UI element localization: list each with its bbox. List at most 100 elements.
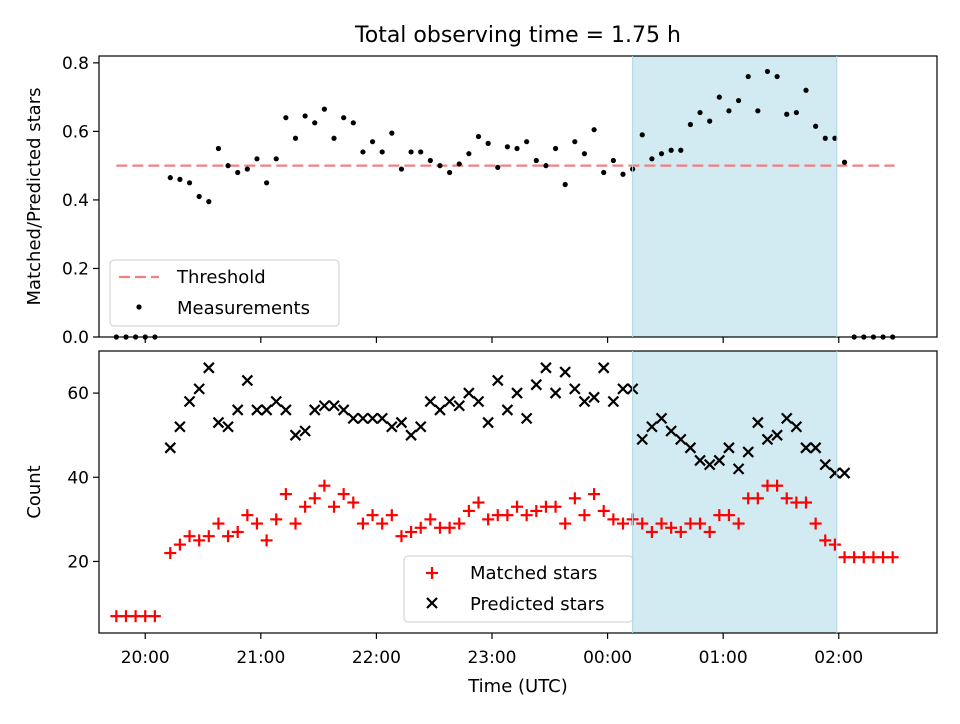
predicted-star-point <box>713 454 726 467</box>
matched-star-point <box>405 525 418 538</box>
matched-star-point <box>645 525 658 538</box>
measurement-point <box>177 176 183 182</box>
measurement-point <box>302 113 308 119</box>
matched-star-point <box>828 538 841 551</box>
predicted-star-point <box>280 404 292 416</box>
matched-star-point <box>588 488 601 501</box>
predicted-star-point <box>251 404 263 416</box>
matched-star-point <box>299 500 312 513</box>
predicted-star-point <box>463 387 475 399</box>
predicted-star-point <box>761 433 774 446</box>
measurement-point <box>649 156 655 162</box>
measurement-point <box>687 121 694 128</box>
measurement-point <box>485 140 491 146</box>
measurement-point <box>668 147 674 153</box>
matched-star-point <box>173 538 186 551</box>
x-tick-label: 00:00 <box>583 648 632 668</box>
predicted-star-point <box>434 404 446 416</box>
matched-star-point <box>366 509 379 522</box>
measurement-point <box>379 149 385 155</box>
predicted-star-point <box>405 429 417 441</box>
top-x-ticks <box>144 337 840 343</box>
measurement-point <box>581 151 588 157</box>
measurement-points <box>113 68 896 340</box>
matched-star-point <box>250 517 263 530</box>
measurement-point <box>601 169 607 176</box>
predicted-star-point <box>607 395 620 408</box>
matched-star-point <box>347 496 360 509</box>
measurement-point <box>312 120 318 126</box>
predicted-star-point <box>222 420 234 433</box>
measurement-point <box>244 166 250 172</box>
predicted-star-point <box>636 433 649 446</box>
measurement-point <box>658 151 665 157</box>
measurement-point <box>292 135 299 141</box>
measurement-point <box>841 159 848 165</box>
measurement-point <box>167 175 173 181</box>
matched-star-point <box>472 496 485 509</box>
predicted-star-point <box>386 420 398 433</box>
measurement-point <box>774 73 780 80</box>
predicted-star-point <box>646 420 658 433</box>
legend-matched-swatch <box>426 567 438 579</box>
matched-star-point <box>809 517 822 530</box>
matched-star-point <box>443 521 456 534</box>
measurement-point <box>620 171 626 177</box>
predicted-star-point <box>289 429 302 441</box>
predicted-star-point <box>260 404 273 416</box>
bottom-panel: 20 40 60 20:00 21:00 22:00 23:00 00:00 01:00 02:… <box>24 350 938 697</box>
measurement-point <box>283 115 289 121</box>
predicted-star-point <box>723 442 735 454</box>
count-points <box>110 362 899 623</box>
predicted-star-point <box>809 442 822 454</box>
matched-star-point <box>337 488 350 501</box>
predicted-star-point <box>414 420 427 433</box>
predicted-star-point <box>203 362 215 374</box>
predicted-star-point <box>838 467 851 479</box>
legend-measurements-swatch <box>136 304 142 310</box>
x-tick-label: 01:00 <box>699 648 748 668</box>
matched-star-point <box>462 504 475 517</box>
y-tick-label: 20 <box>67 552 89 572</box>
measurement-point <box>822 135 828 141</box>
predicted-star-point <box>174 420 186 433</box>
matched-star-point <box>578 509 591 522</box>
measurement-point <box>735 97 742 104</box>
y-tick-label: 0.2 <box>62 259 89 279</box>
matched-star-point <box>665 521 678 534</box>
measurement-point <box>572 139 578 145</box>
predicted-star-point <box>164 442 177 454</box>
predicted-star-point <box>453 399 466 412</box>
matched-star-point <box>328 500 341 513</box>
matched-star-point <box>260 534 273 547</box>
x-axis-label: Time (UTC) <box>467 676 568 697</box>
predicted-star-point <box>530 378 543 391</box>
legend-predicted-swatch <box>426 597 438 609</box>
predicted-star-point <box>231 404 244 416</box>
matched-star-point <box>655 517 668 530</box>
matched-star-point <box>751 492 764 505</box>
predicted-star-point <box>520 412 533 425</box>
predicted-star-point <box>771 429 783 441</box>
y-tick-label: 0.0 <box>62 328 89 348</box>
measurement-point <box>206 199 212 205</box>
matched-star-point <box>520 509 533 522</box>
predicted-star-point <box>347 412 360 425</box>
measurement-point <box>610 157 616 164</box>
y-tick-label: 0.4 <box>62 191 89 211</box>
measurement-point <box>745 73 751 80</box>
measurement-point <box>389 130 395 136</box>
predicted-star-point <box>395 416 408 429</box>
measurement-point <box>466 151 472 157</box>
measurement-point <box>418 149 424 155</box>
observing-span <box>632 56 837 337</box>
predicted-star-point <box>588 391 600 404</box>
predicted-star-point <box>703 458 716 471</box>
matched-star-point <box>289 517 302 530</box>
matched-star-point <box>164 547 177 560</box>
predicted-star-point <box>800 442 812 454</box>
matched-star-point <box>482 513 495 526</box>
predicted-star-point <box>299 425 311 437</box>
measurement-point <box>341 115 347 121</box>
